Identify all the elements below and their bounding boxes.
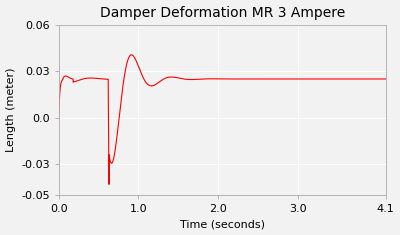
X-axis label: Time (seconds): Time (seconds) xyxy=(180,219,265,229)
Title: Damper Deformation MR 3 Ampere: Damper Deformation MR 3 Ampere xyxy=(100,6,345,20)
Y-axis label: Length (meter): Length (meter) xyxy=(6,68,16,152)
